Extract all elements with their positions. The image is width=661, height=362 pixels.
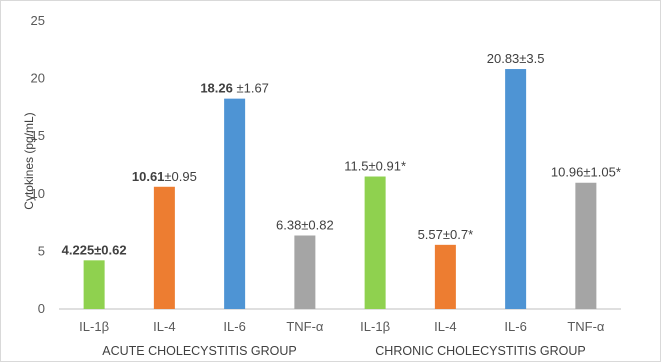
data-label-bold-part: 10.61	[132, 169, 165, 184]
category-label: IL-1β	[360, 319, 390, 334]
bars	[83, 69, 597, 310]
category-label: TNF-α	[567, 319, 605, 334]
bar	[153, 186, 175, 309]
data-label-part: 11.5±0.91*	[344, 159, 406, 174]
category-label: IL-4	[434, 319, 456, 334]
bar	[575, 182, 597, 309]
data-label-part: ±0.95	[164, 169, 196, 184]
y-tick-label: 5	[38, 243, 45, 258]
data-label: 11.5±0.91*	[344, 159, 406, 174]
group-label: CHRONIC CHOLECYSTITIS GROUP	[375, 344, 585, 358]
y-tick-label: 20	[31, 71, 45, 86]
data-labels: 4.225±0.62 10.61±0.95 18.26 ±1.67 6.38±0.82…	[62, 51, 621, 257]
data-label-part: 5.57±0.7*	[418, 227, 474, 242]
y-tick-label: 0	[38, 301, 45, 316]
data-label: 5.57±0.7*	[418, 227, 474, 242]
category-label: IL-6	[504, 319, 526, 334]
data-label-part: 20.83±3.5	[487, 51, 545, 66]
y-tick-label: 15	[31, 128, 45, 143]
data-label: 10.96±1.05*	[551, 165, 621, 180]
data-label: 18.26 ±1.67	[200, 81, 269, 96]
data-label: 6.38±0.82	[276, 218, 334, 233]
bar	[294, 235, 316, 309]
category-label: TNF-α	[286, 319, 324, 334]
group-label: ACUTE CHOLECYSTITIS GROUP	[102, 344, 296, 358]
data-label-part: ±1.67	[233, 81, 269, 96]
data-label-bold-part: 4.225±0.62	[62, 242, 127, 257]
y-tick-label: 25	[31, 13, 45, 28]
data-label: 10.61±0.95	[132, 169, 197, 184]
category-label: IL-6	[223, 319, 245, 334]
y-axis-ticks: 0 5 10 15 20 25	[31, 13, 45, 316]
bar	[364, 176, 386, 309]
data-label: 4.225±0.62	[62, 242, 127, 257]
category-label: IL-4	[153, 319, 175, 334]
group-labels: ACUTE CHOLECYSTITIS GROUP CHRONIC CHOLECY…	[102, 344, 585, 358]
category-labels: IL-1β IL-4 IL-6 TNF-α IL-1β IL-4 IL-6 TNF-α	[79, 319, 605, 334]
bar	[83, 260, 105, 309]
category-label: IL-1β	[79, 319, 109, 334]
data-label-part: 10.96±1.05*	[551, 165, 621, 180]
data-label-bold-part: 18.26	[200, 81, 233, 96]
y-tick-label: 10	[31, 186, 45, 201]
bar	[224, 98, 246, 309]
data-label-part: 6.38±0.82	[276, 218, 334, 233]
bar	[505, 69, 527, 310]
bar	[434, 244, 456, 309]
data-label: 20.83±3.5	[487, 51, 545, 66]
y-axis-title: Cytokines (pg/mL)	[22, 112, 36, 209]
